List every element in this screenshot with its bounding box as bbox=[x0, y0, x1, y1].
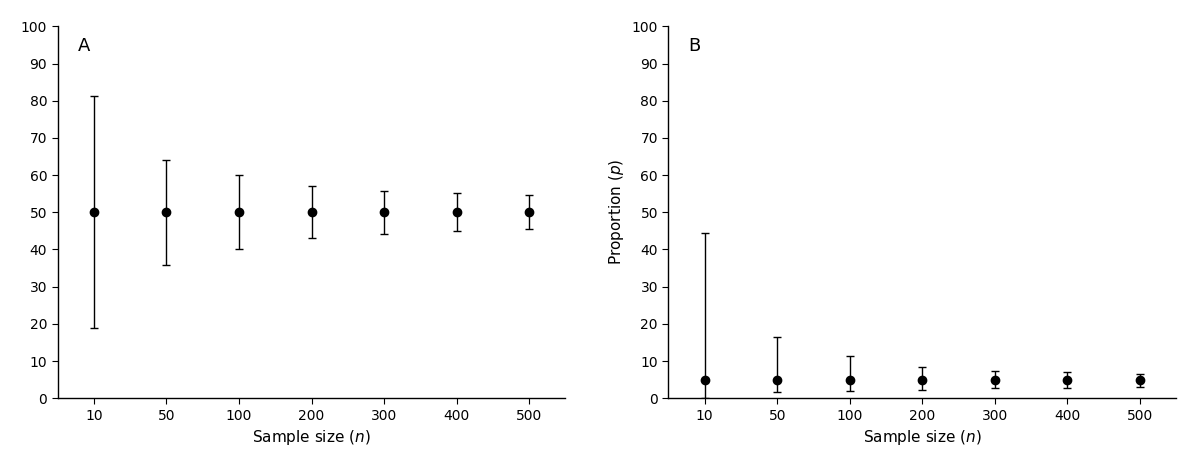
X-axis label: Sample size ($n$): Sample size ($n$) bbox=[253, 428, 371, 447]
Text: B: B bbox=[688, 37, 701, 56]
Y-axis label: Proportion ($p$): Proportion ($p$) bbox=[607, 159, 626, 265]
X-axis label: Sample size ($n$): Sample size ($n$) bbox=[863, 428, 982, 447]
Text: A: A bbox=[78, 37, 90, 56]
